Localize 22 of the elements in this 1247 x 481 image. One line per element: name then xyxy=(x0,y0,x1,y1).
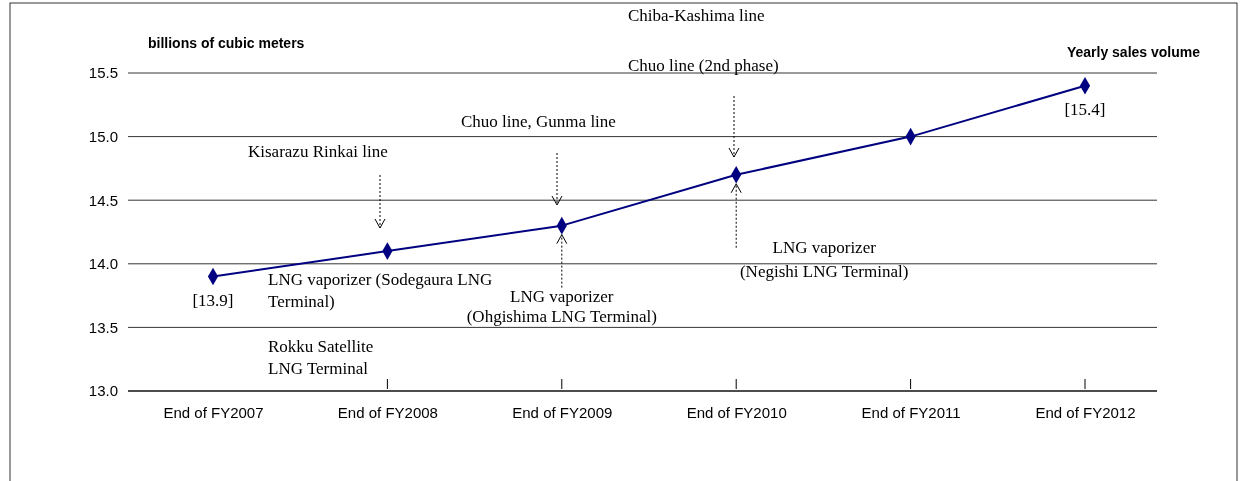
x-tick-label: End of FY2011 xyxy=(861,403,961,421)
x-tick-label: End of FY2009 xyxy=(512,403,613,421)
y-tick-label: 15.5 xyxy=(88,64,118,82)
data-label: [13.9] xyxy=(192,290,234,310)
x-tick-label: End of FY2012 xyxy=(1035,403,1136,421)
series-label: Yearly sales volume xyxy=(1066,44,1201,60)
y-tick-label: 14.5 xyxy=(88,191,118,209)
y-tick-label: 13.0 xyxy=(88,382,118,400)
annotation: Rokku Satellite LNG Terminal xyxy=(268,337,374,378)
annotation: Chuo line, Gunma line xyxy=(461,112,616,131)
y-axis-title: billions of cubic meters xyxy=(148,35,305,51)
x-tick-label: End of FY2008 xyxy=(337,403,438,421)
annotation: Chuo line (2nd phase) xyxy=(628,56,779,75)
x-tick-label: End of FY2007 xyxy=(163,403,264,421)
y-tick-label: 15.0 xyxy=(88,127,118,145)
text: Chiba-Kashima line xyxy=(628,6,765,25)
data-label: [15.4] xyxy=(1064,99,1106,119)
annotation: LNG vaporizer (Negishi LNG Terminal) xyxy=(739,237,909,281)
y-tick-label: 14.0 xyxy=(88,255,118,273)
y-tick-label: 13.5 xyxy=(88,318,118,336)
annotation: Kisarazu Rinkai line xyxy=(248,142,388,161)
x-tick-label: End of FY2010 xyxy=(686,403,787,421)
